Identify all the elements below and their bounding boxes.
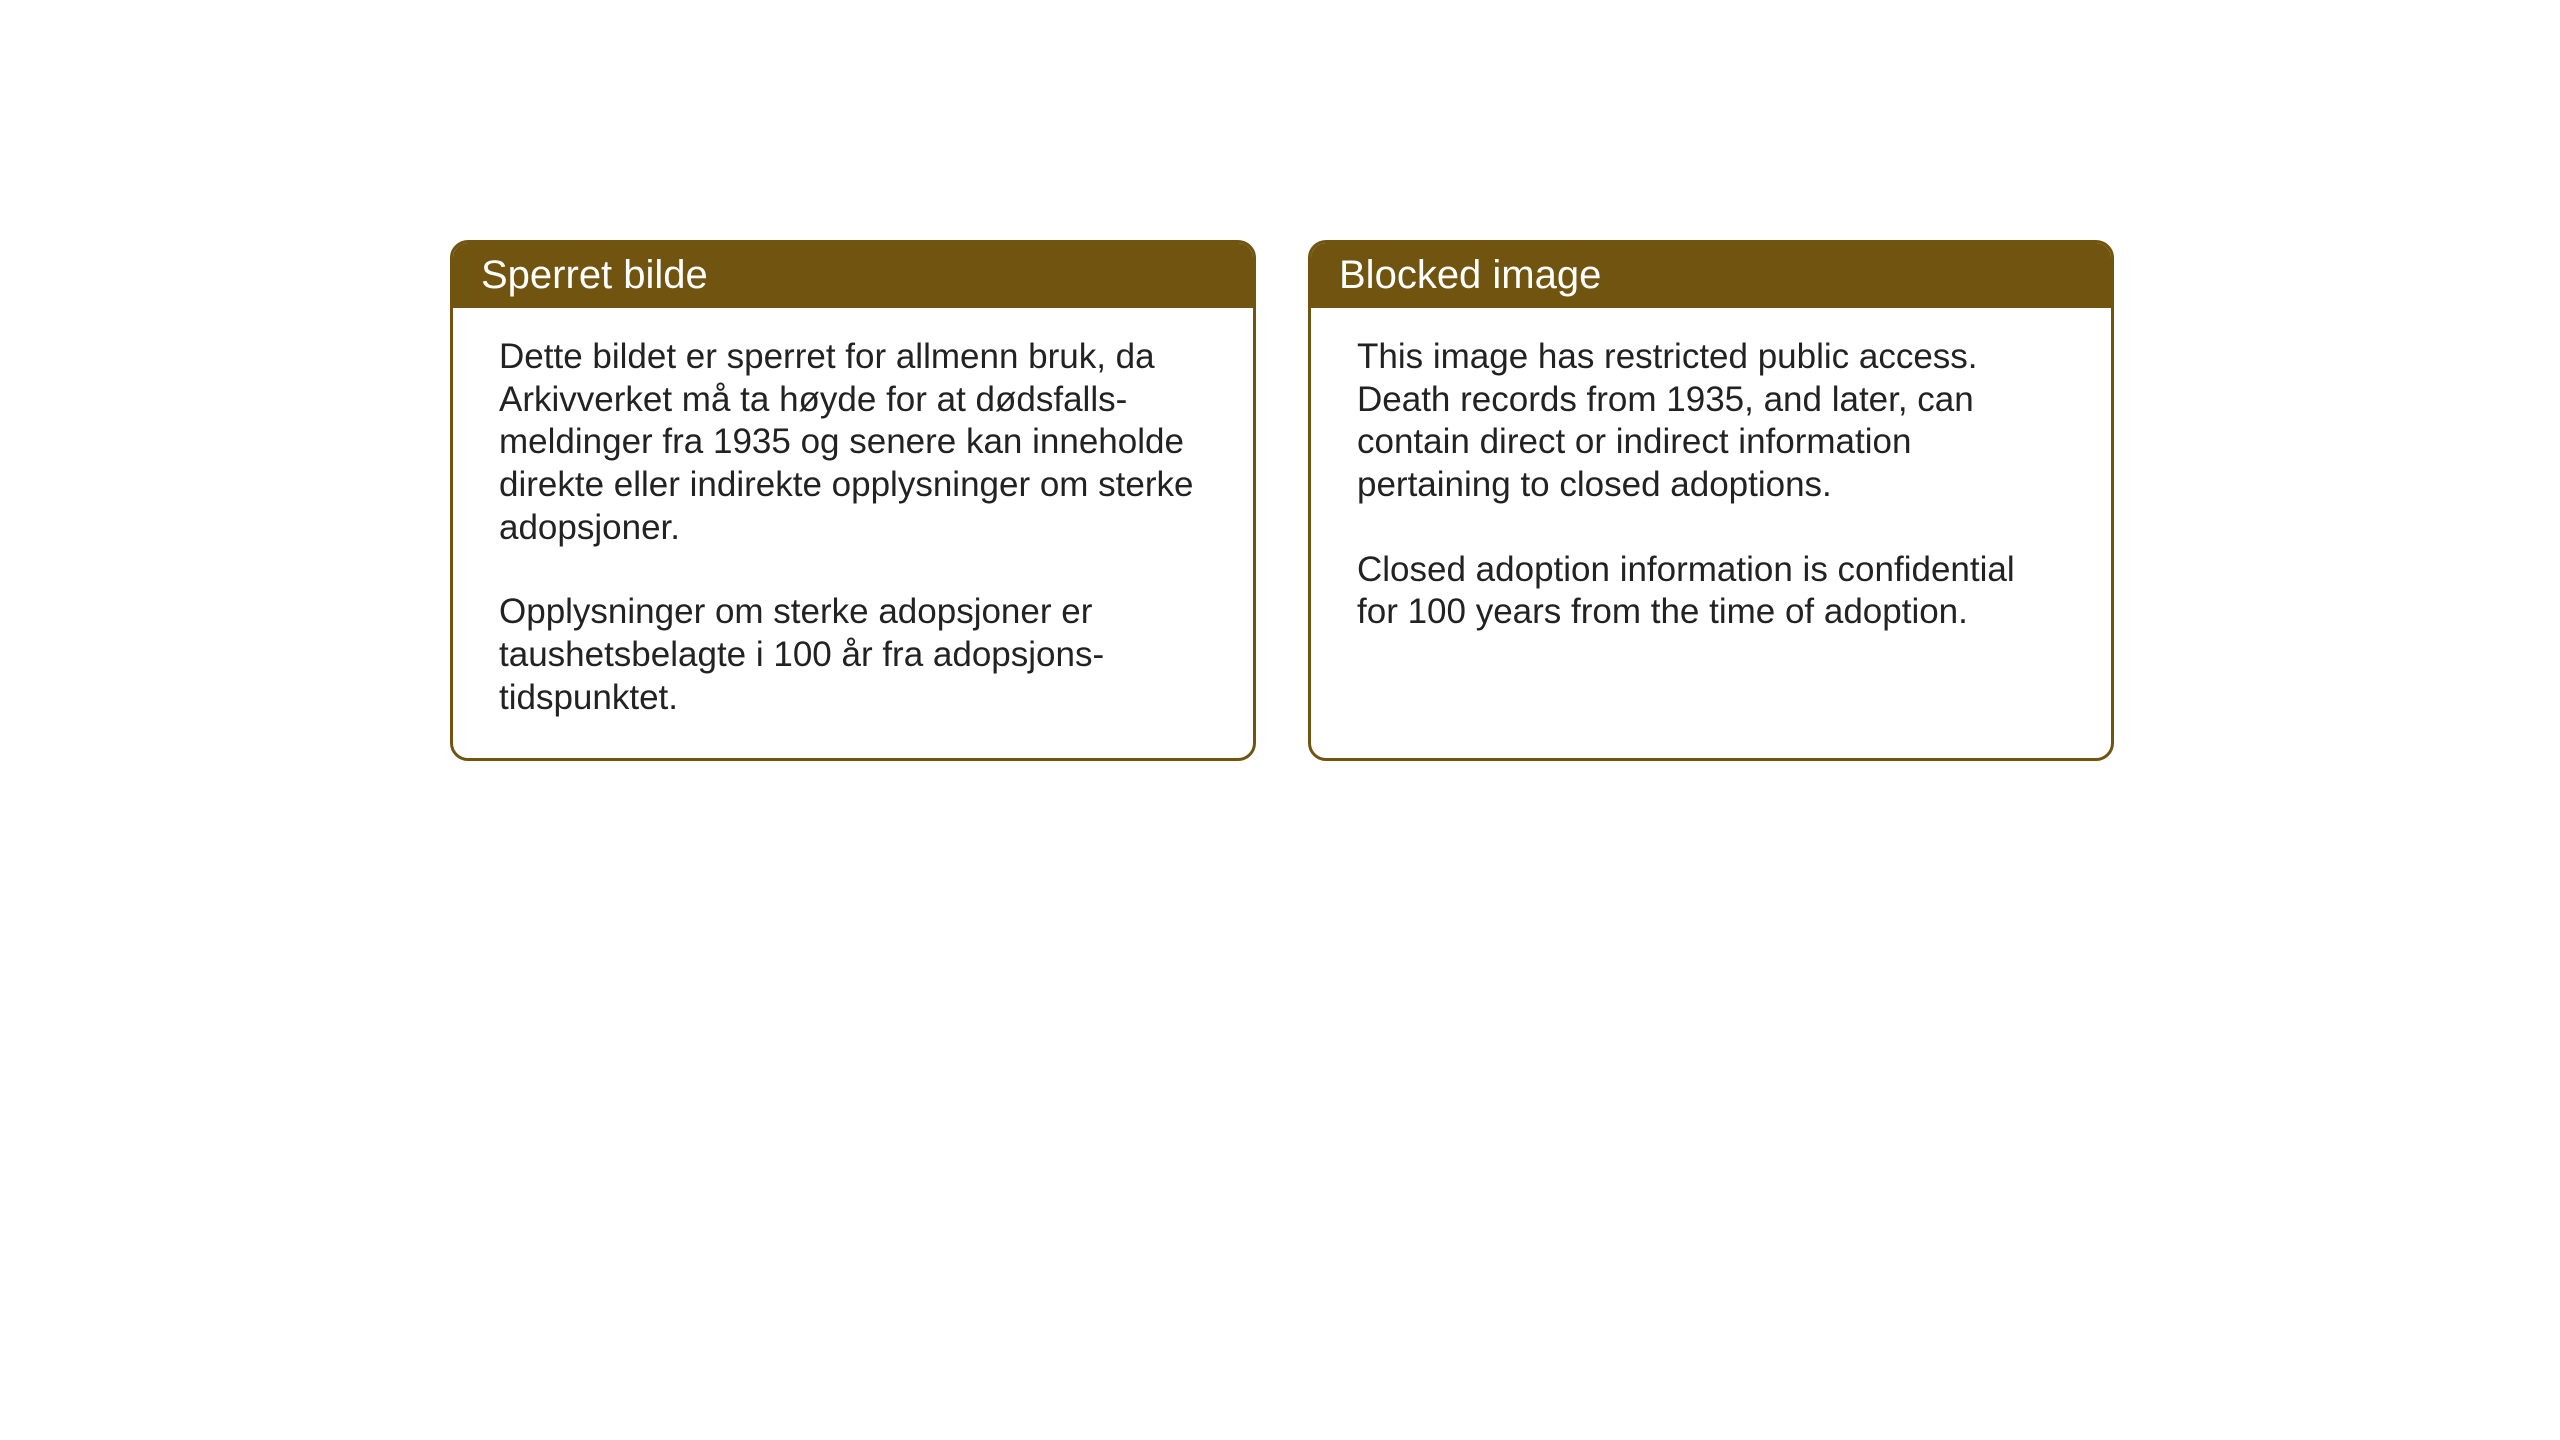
- card-paragraph: Opplysninger om sterke adopsjoner er tau…: [499, 591, 1207, 719]
- card-title: Sperret bilde: [481, 253, 708, 297]
- card-body: This image has restricted public access.…: [1311, 308, 2111, 672]
- card-header: Sperret bilde: [453, 243, 1253, 308]
- notice-card-english: Blocked image This image has restricted …: [1308, 240, 2114, 761]
- notice-container: Sperret bilde Dette bildet er sperret fo…: [450, 240, 2114, 761]
- card-paragraph: This image has restricted public access.…: [1357, 336, 2065, 507]
- card-title: Blocked image: [1339, 253, 1601, 297]
- card-paragraph: Closed adoption information is confident…: [1357, 549, 2065, 634]
- card-body: Dette bildet er sperret for allmenn bruk…: [453, 308, 1253, 758]
- card-header: Blocked image: [1311, 243, 2111, 308]
- card-paragraph: Dette bildet er sperret for allmenn bruk…: [499, 336, 1207, 549]
- notice-card-norwegian: Sperret bilde Dette bildet er sperret fo…: [450, 240, 1256, 761]
